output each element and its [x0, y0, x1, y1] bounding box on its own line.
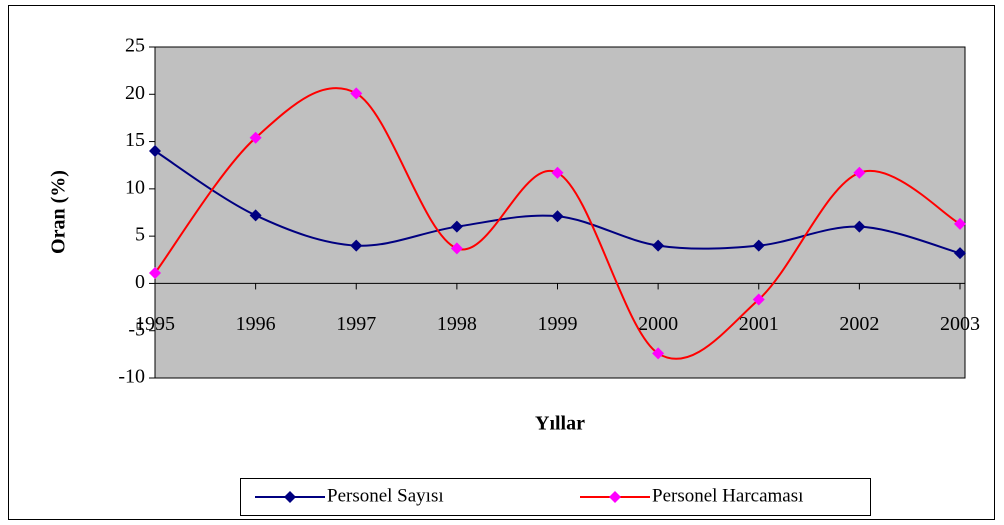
- x-tick-label: 2002: [839, 313, 879, 335]
- marker: [954, 217, 966, 230]
- marker: [652, 239, 665, 252]
- legend-marker: [609, 491, 621, 503]
- y-tick-label: -5: [128, 318, 145, 340]
- marker: [249, 209, 262, 222]
- x-axis-title: Yıllar: [535, 413, 585, 435]
- y-tick-label: 5: [135, 224, 145, 246]
- x-tick-label: 1995: [135, 313, 175, 335]
- marker: [954, 247, 966, 260]
- legend: [240, 478, 871, 516]
- legend-marker: [284, 491, 296, 503]
- marker: [551, 210, 564, 223]
- y-tick-label: 0: [135, 271, 145, 293]
- y-axis-title: Oran (%): [48, 170, 70, 254]
- marker: [853, 166, 866, 179]
- y-tick-label: 20: [125, 82, 145, 104]
- legend-label: Personel Sayısı: [327, 485, 444, 506]
- legend-label: Personel Harcaması: [652, 485, 803, 506]
- x-tick-label: 1997: [336, 313, 376, 335]
- marker: [450, 220, 463, 233]
- x-tick-label: 2001: [739, 313, 779, 335]
- marker: [853, 220, 866, 233]
- marker: [752, 293, 765, 306]
- marker: [652, 347, 665, 360]
- marker: [149, 145, 161, 158]
- y-tick-label: -10: [118, 366, 145, 388]
- x-tick-label: 1998: [437, 313, 477, 335]
- marker: [752, 239, 765, 252]
- x-tick-label: 2003: [940, 313, 980, 335]
- x-tick-label: 2000: [638, 313, 678, 335]
- marker: [350, 239, 363, 252]
- marker: [249, 131, 262, 144]
- y-tick-label: 25: [125, 35, 145, 57]
- marker: [149, 267, 161, 280]
- marker: [350, 87, 363, 100]
- y-tick-label: 15: [125, 129, 145, 151]
- x-tick-label: 1996: [236, 313, 276, 335]
- plot-area: [154, 46, 966, 379]
- y-tick-label: 10: [125, 176, 145, 198]
- marker: [551, 166, 564, 179]
- x-tick-label: 1999: [538, 313, 578, 335]
- marker: [450, 242, 463, 255]
